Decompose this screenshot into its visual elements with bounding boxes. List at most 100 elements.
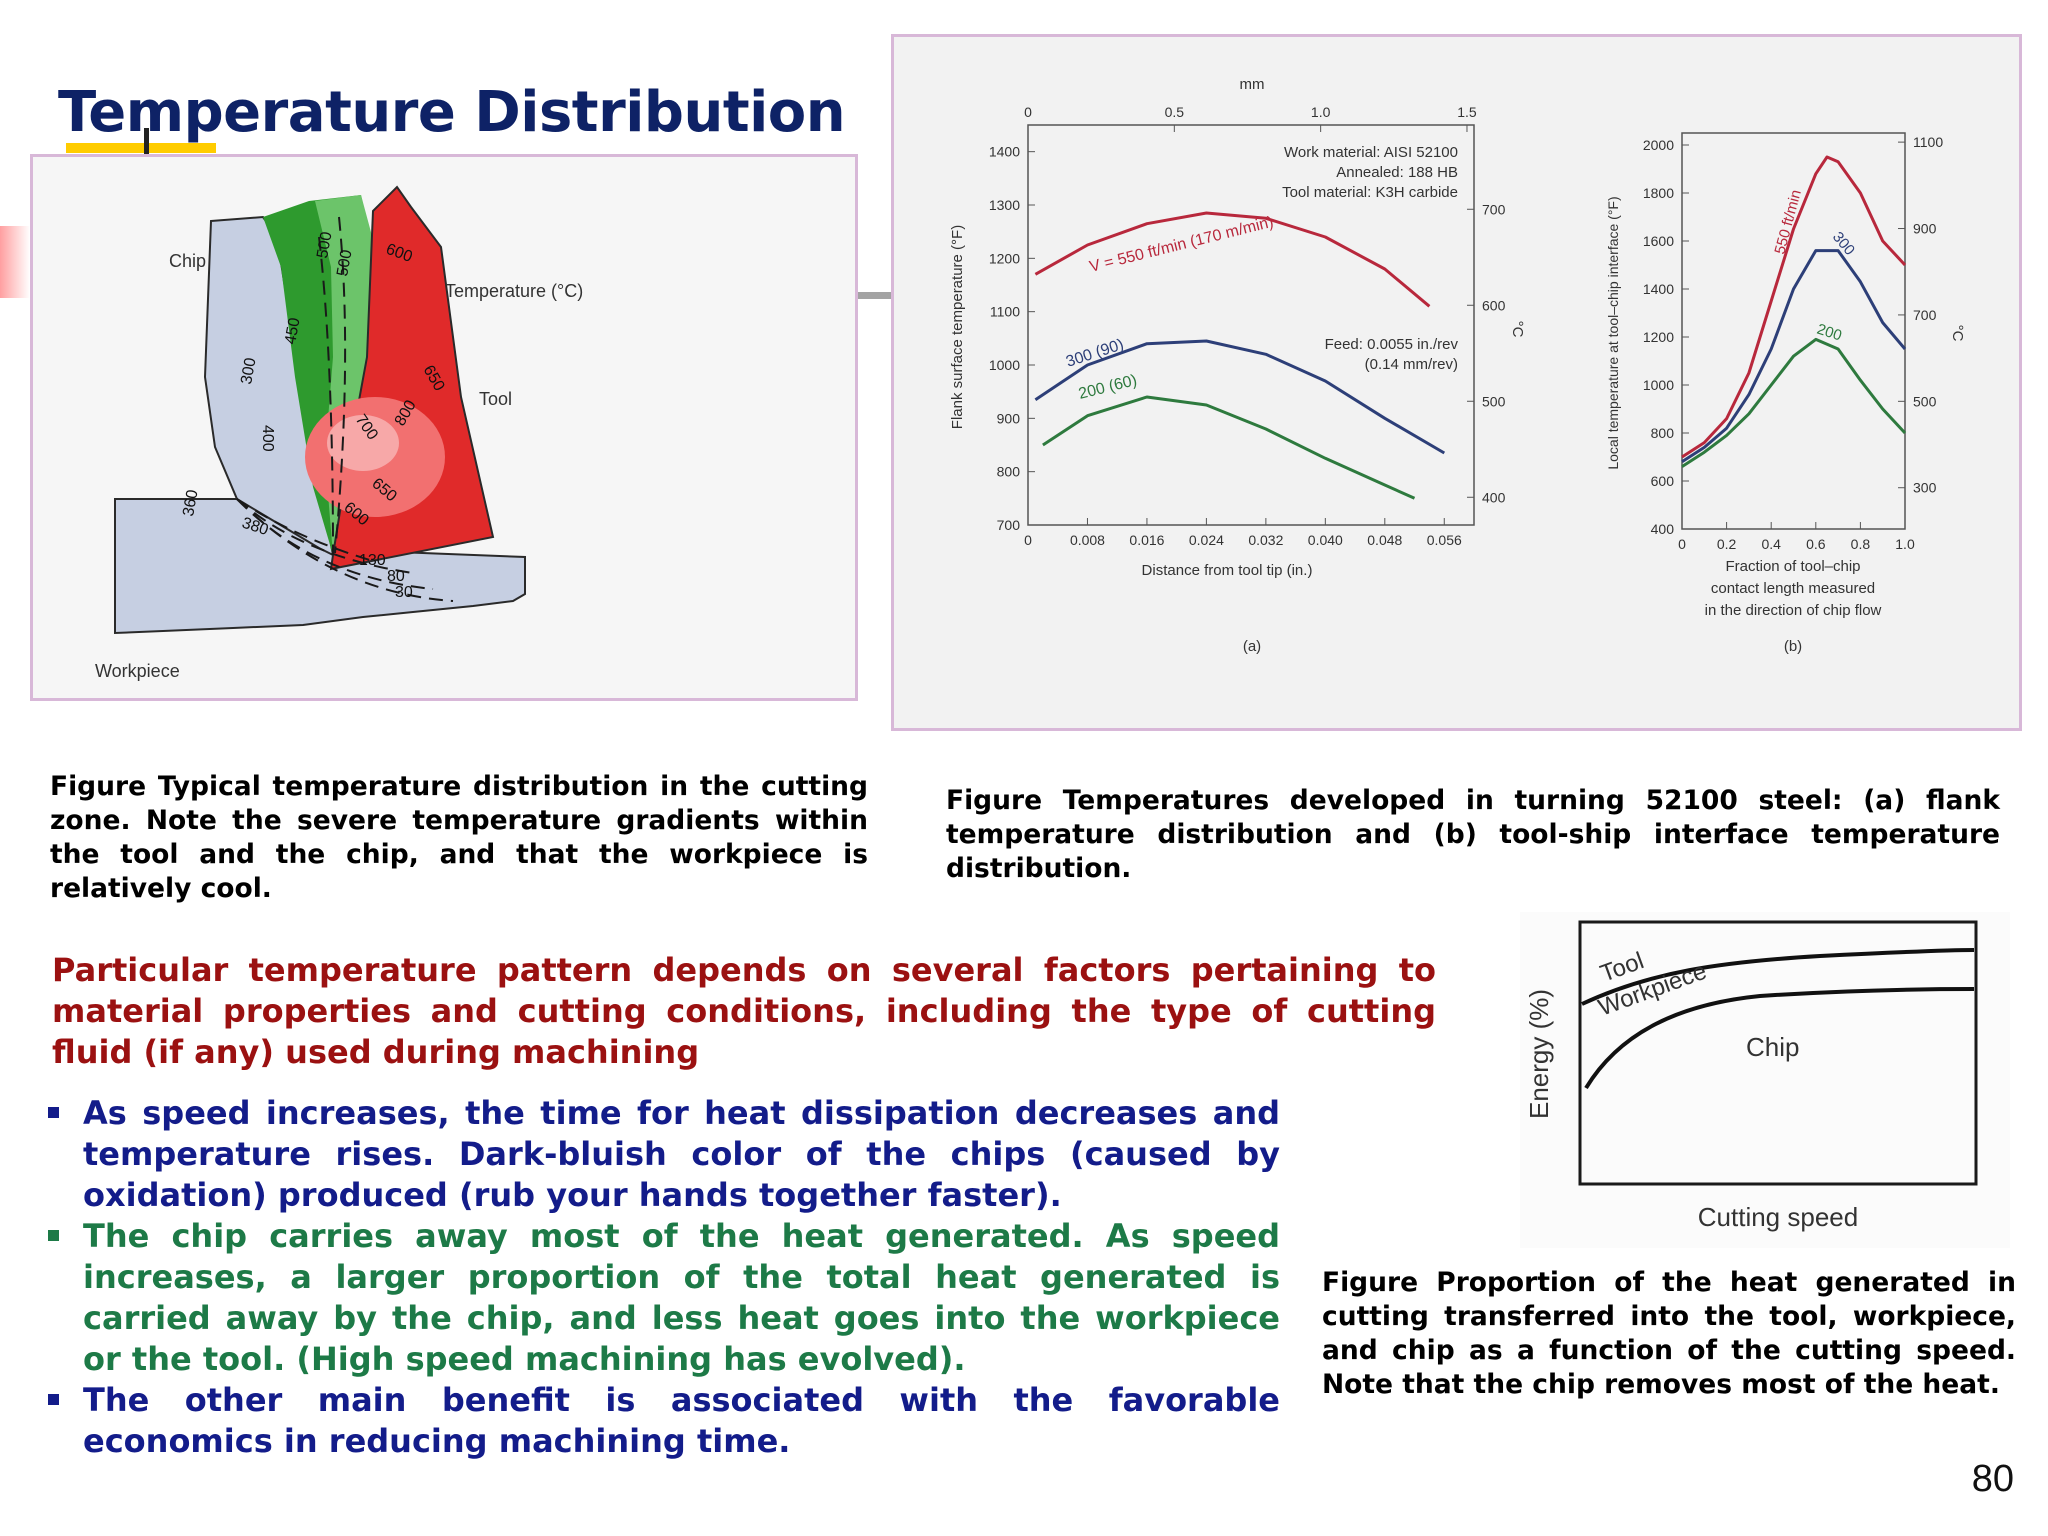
tool-peak-zone xyxy=(327,415,399,471)
chart-b: Local temperature at tool–chip interface… xyxy=(1605,132,1966,655)
chart-a-ytick-label: 1400 xyxy=(989,144,1020,160)
chart-a-right-tick-label: 600 xyxy=(1482,297,1506,313)
cutting-zone-diagram: Chip Temperature (°C) Tool Workpiece 300… xyxy=(33,157,855,698)
isotherm-label: 360 xyxy=(180,488,201,517)
cutting-zone-figure: Chip Temperature (°C) Tool Workpiece 300… xyxy=(30,154,858,701)
chart-b-xlabel-line: in the direction of chip flow xyxy=(1705,602,1882,619)
chart-a-ytick-label: 900 xyxy=(997,410,1021,426)
chart-b-ytick-label: 1800 xyxy=(1643,185,1674,201)
bullet-text: The other main benefit is associated wit… xyxy=(83,1381,1280,1460)
chart-a-feed: Feed: 0.0055 in./rev xyxy=(1325,336,1459,353)
chart-b-ytick-label: 1600 xyxy=(1643,233,1674,249)
temperature-charts: mm Flank surface temperature (°F) Distan… xyxy=(894,37,2019,728)
chart-a-xtick-label: 0.048 xyxy=(1367,532,1402,548)
chart-a-top-unit: mm xyxy=(1240,76,1265,93)
chart-a-note: Work material: AISI 52100 xyxy=(1284,144,1458,161)
chart-a-right-tick-label: 500 xyxy=(1482,393,1506,409)
temperature-charts-caption: Figure Temperatures developed in turning… xyxy=(946,785,2000,884)
label-tool: Tool xyxy=(479,389,512,409)
isotherm-label: 80 xyxy=(387,568,405,585)
workpiece-curve xyxy=(1584,987,1975,1090)
bullet-item: The chip carries away most of the heat g… xyxy=(48,1216,1280,1380)
chart-b-ytick-label: 800 xyxy=(1651,425,1675,441)
isotherm-label: 500 xyxy=(334,248,355,277)
chart-b-xlabel-line: contact length measured xyxy=(1711,580,1875,597)
chart-b-panel-label: (b) xyxy=(1784,638,1802,655)
chart-b-right-tick-label: 500 xyxy=(1913,393,1937,409)
bullet-marker xyxy=(48,1107,59,1118)
energy-chart: Tool Workpiece Chip Cutting speed Energy… xyxy=(1524,920,1978,1232)
bullet-text: As speed increases, the time for heat di… xyxy=(83,1094,1280,1214)
chart-a-top-tick-label: 0 xyxy=(1024,104,1032,120)
chart-b-right-tick-label: 700 xyxy=(1913,307,1937,323)
label-temperature: Temperature (°C) xyxy=(445,281,583,301)
chart-a-series-line xyxy=(1034,339,1446,455)
chart-b-xtick-label: 0.4 xyxy=(1761,536,1781,552)
bullet-marker xyxy=(48,1230,59,1241)
energy-label-chip: Chip xyxy=(1746,1032,1799,1062)
chart-a-xtick-label: 0.056 xyxy=(1427,532,1462,548)
chart-a-xtick-label: 0.032 xyxy=(1248,532,1283,548)
slide-title: Temperature Distribution xyxy=(58,80,846,145)
chart-b-ytick-label: 400 xyxy=(1651,521,1675,537)
chart-a-xtick-label: 0.008 xyxy=(1070,532,1105,548)
page-number: 80 xyxy=(1971,1458,2014,1500)
chart-b-ytick-label: 600 xyxy=(1651,473,1675,489)
bullet-text: The chip carries away most of the heat g… xyxy=(83,1217,1280,1378)
chart-a-xtick-label: 0.040 xyxy=(1308,532,1343,548)
isotherm-label: 400 xyxy=(259,425,276,452)
left-decoration xyxy=(0,226,30,298)
chart-a-xtick-label: 0.024 xyxy=(1189,532,1224,548)
isotherm-label: 300 xyxy=(238,356,259,385)
bullet-list: As speed increases, the time for heat di… xyxy=(48,1093,1280,1462)
chart-b-right-tick-label: 900 xyxy=(1913,221,1937,237)
chart-b-xlabel-line: Fraction of tool–chip xyxy=(1725,558,1860,575)
label-chip: Chip xyxy=(169,251,206,271)
bullet-item: As speed increases, the time for heat di… xyxy=(48,1093,1280,1216)
title-tick-mark xyxy=(144,128,149,154)
chart-a-ytick-label: 800 xyxy=(997,464,1021,480)
chart-b-right-tick-label: 300 xyxy=(1913,480,1937,496)
workpiece-region xyxy=(114,498,526,635)
chart-b-ytick-label: 1200 xyxy=(1643,329,1674,345)
energy-figure: Tool Workpiece Chip Cutting speed Energy… xyxy=(1520,912,2010,1248)
energy-chart-frame xyxy=(1578,920,1978,1186)
isotherm-label: 500 xyxy=(314,230,335,259)
chart-a-feed: (0.14 mm/rev) xyxy=(1365,356,1458,373)
chart-b-ytick-label: 1400 xyxy=(1643,281,1674,297)
chart-b-right-unit: °C xyxy=(1949,325,1966,342)
chart-a-series-line xyxy=(1034,211,1431,308)
chart-b-xtick-label: 0 xyxy=(1678,536,1686,552)
chart-a-ytick-label: 1100 xyxy=(990,304,1020,320)
isotherm-lines xyxy=(236,216,454,602)
chart-a-ytick-label: 1300 xyxy=(989,197,1020,213)
chart-a-ytick-label: 700 xyxy=(997,517,1021,533)
chart-b-ytick-label: 2000 xyxy=(1643,137,1674,153)
chart-b-right-tick-label: 1100 xyxy=(1913,134,1943,150)
intro-paragraph: Particular temperature pattern depends o… xyxy=(52,951,1436,1071)
chart-a-ytick-label: 1000 xyxy=(989,357,1020,373)
chart-a-xtick-label: 0.016 xyxy=(1129,532,1164,548)
bullet-marker xyxy=(48,1394,59,1405)
chart-a-note: Annealed: 188 HB xyxy=(1336,164,1458,181)
chart-a-ytick-label: 1200 xyxy=(989,250,1020,266)
chart-a-series-line xyxy=(1042,395,1416,500)
figure-connector xyxy=(852,292,892,299)
chart-a-top-tick-label: 1.0 xyxy=(1311,104,1331,120)
bullet-item: The other main benefit is associated wit… xyxy=(48,1380,1280,1462)
energy-ylabel: Energy (%) xyxy=(1524,989,1554,1119)
label-workpiece: Workpiece xyxy=(95,661,180,681)
isotherm-label: 30 xyxy=(395,584,413,601)
chart-b-series-line xyxy=(1681,249,1907,464)
isotherm-label: 130 xyxy=(359,552,386,569)
cutting-zone-caption: Figure Typical temperature distribution … xyxy=(50,771,868,904)
chart-a-frame xyxy=(1027,124,1475,526)
isotherm-label: 450 xyxy=(282,316,303,345)
tool-curve xyxy=(1581,948,1975,1006)
chart-a-top-tick-label: 1.5 xyxy=(1457,104,1477,120)
chart-b-xtick-label: 0.2 xyxy=(1717,536,1737,552)
chart-a-right-tick-label: 700 xyxy=(1482,201,1506,217)
energy-figure-caption: Figure Proportion of the heat generated … xyxy=(1322,1267,2016,1400)
chart-b-ylabel: Local temperature at tool–chip interface… xyxy=(1605,196,1621,469)
chart-a-right-tick-label: 400 xyxy=(1482,489,1506,505)
